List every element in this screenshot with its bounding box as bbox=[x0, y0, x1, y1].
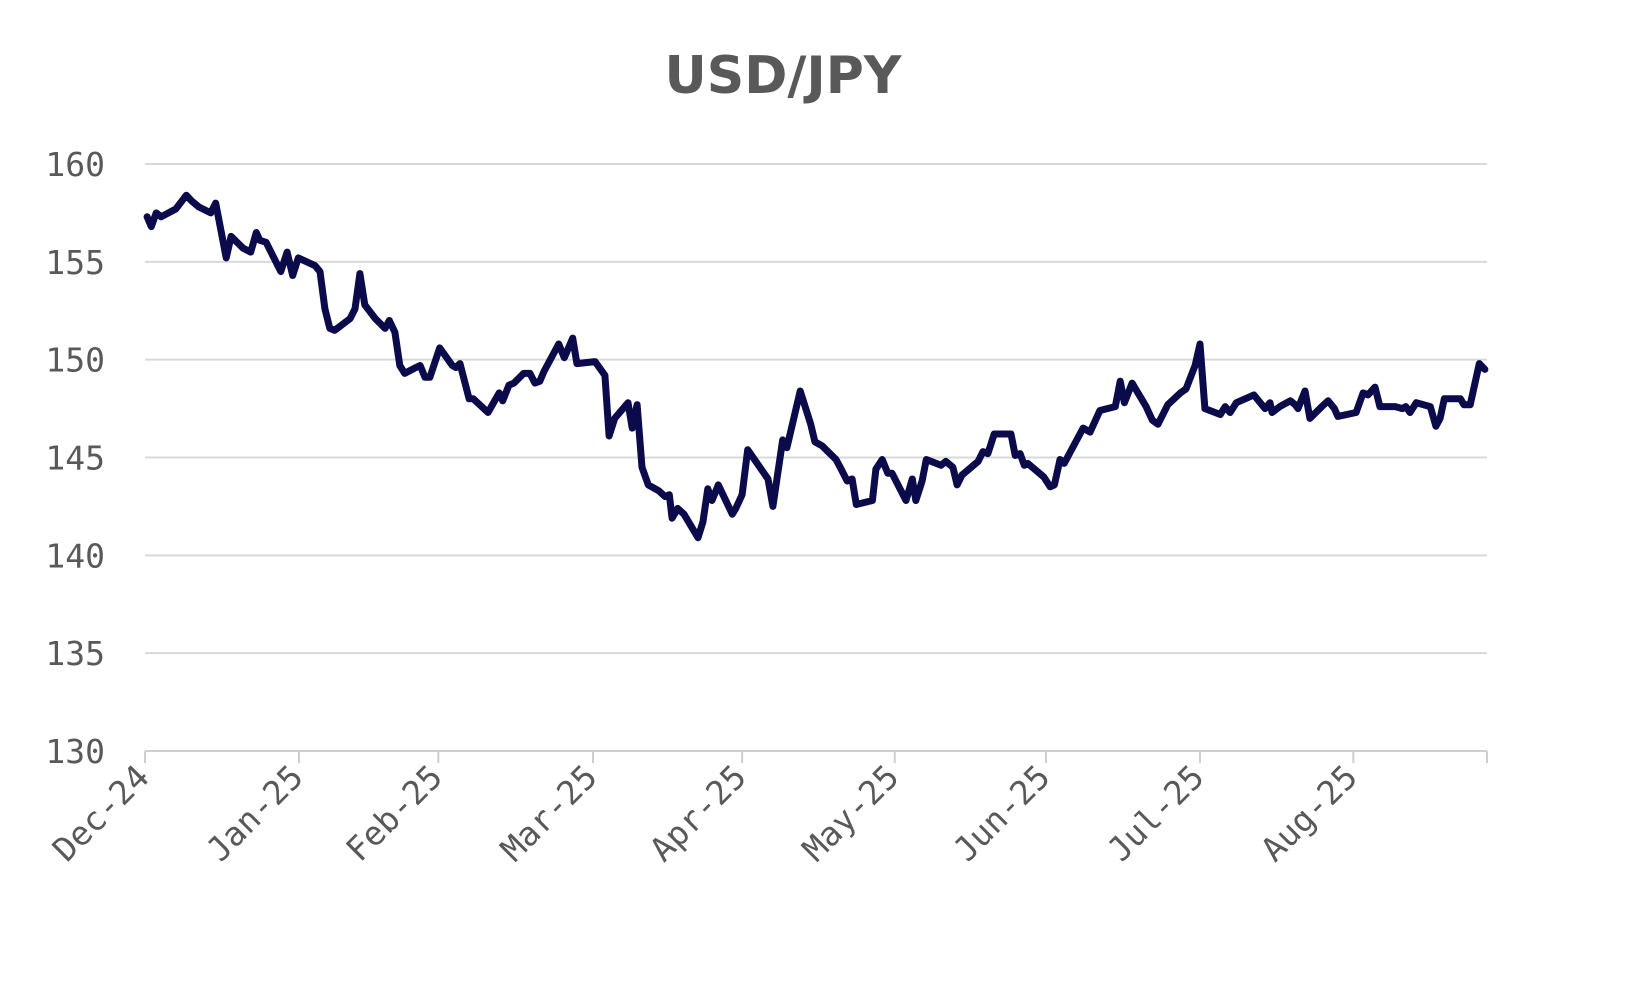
usd-jpy-series-line bbox=[143, 191, 1489, 542]
y-tick-label: 160 bbox=[45, 145, 105, 184]
y-tick-label: 150 bbox=[45, 341, 105, 380]
y-tick-label: 130 bbox=[45, 732, 105, 771]
gridlines bbox=[145, 163, 1487, 752]
x-tick-label: Jan-25 bbox=[199, 757, 311, 869]
chart-title: USD/JPY bbox=[665, 46, 903, 106]
y-tick-label: 135 bbox=[45, 634, 105, 673]
series-layer bbox=[143, 191, 1489, 542]
x-tick-label: Aug-25 bbox=[1253, 757, 1365, 869]
y-axis: 130 135 140 145 150 155 160 bbox=[45, 145, 105, 771]
x-tick-label: May-25 bbox=[795, 757, 907, 869]
x-tick-label: Jun-25 bbox=[946, 757, 1058, 869]
x-axis: Dec-24 Jan-25 Feb-25 Mar-25 Apr-25 May-25 Jun-… bbox=[45, 751, 1488, 869]
x-tick-label: Jul-25 bbox=[1100, 757, 1212, 869]
y-tick-label: 155 bbox=[45, 243, 105, 282]
y-tick-label: 140 bbox=[45, 536, 105, 575]
x-tick-label: Dec-24 bbox=[45, 757, 157, 869]
y-tick-label: 145 bbox=[45, 439, 105, 478]
x-tick-label: Feb-25 bbox=[338, 757, 450, 869]
x-tick-label: Apr-25 bbox=[642, 757, 754, 869]
x-tick-label: Mar-25 bbox=[493, 757, 605, 869]
